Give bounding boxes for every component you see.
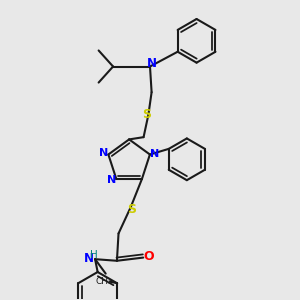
- Text: N: N: [150, 149, 160, 159]
- Text: S: S: [142, 108, 152, 121]
- Text: CH₃: CH₃: [96, 277, 112, 286]
- Text: N: N: [99, 148, 108, 158]
- Text: N: N: [106, 175, 116, 185]
- Text: S: S: [127, 202, 136, 216]
- Text: H: H: [90, 250, 98, 260]
- Text: N: N: [147, 57, 157, 70]
- Text: O: O: [144, 250, 154, 263]
- Text: N: N: [84, 252, 94, 265]
